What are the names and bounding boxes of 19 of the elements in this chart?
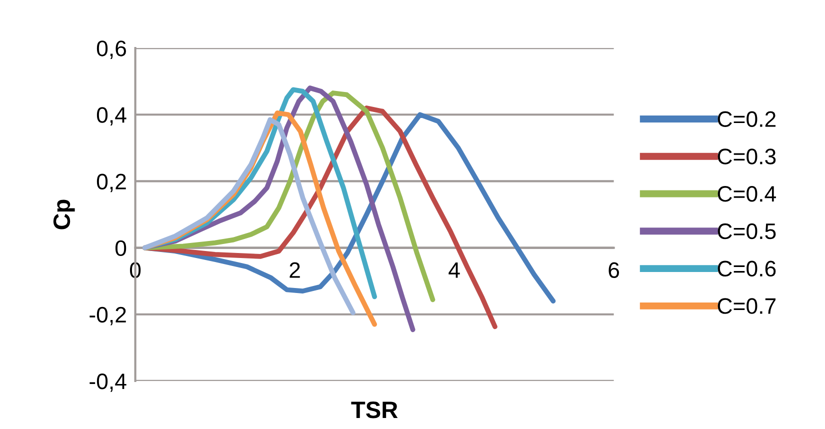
- x-tick-label: 6: [608, 262, 620, 278]
- x-tick-label: 4: [448, 262, 460, 278]
- line-series: [142, 117, 356, 316]
- y-tick-label: 0: [115, 240, 126, 256]
- legend-label: C=0.2: [718, 111, 776, 128]
- y-axis-title: Cp: [53, 200, 75, 230]
- line-series: [142, 106, 498, 330]
- x-tick-label: 2: [290, 262, 300, 278]
- y-tick-label: 0,6: [96, 40, 126, 59]
- y-tick-label: -0,4: [90, 373, 126, 392]
- legend-label: C=0.5: [718, 223, 776, 240]
- legend-label: C=0.6: [718, 260, 776, 277]
- legend-label: C=0.3: [718, 148, 776, 164]
- y-tick-label: -0,2: [90, 306, 126, 326]
- x-axis-title: TSR: [351, 402, 398, 418]
- y-tick-label: 0,4: [96, 107, 126, 126]
- legend-label: C=0.4: [718, 186, 776, 202]
- y-tick-label: 0,2: [96, 174, 126, 192]
- legend-label: C=0.7: [718, 298, 776, 314]
